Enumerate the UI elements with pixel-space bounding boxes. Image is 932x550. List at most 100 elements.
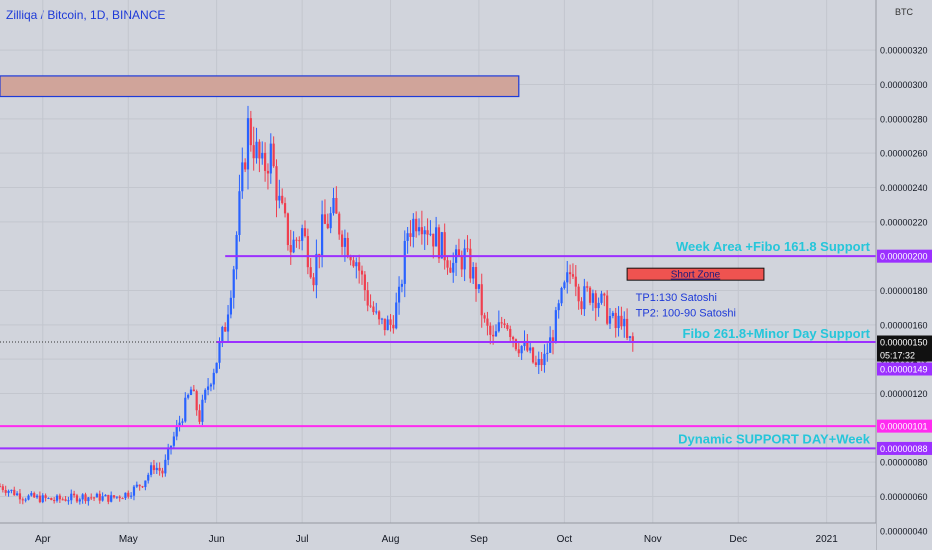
candle	[628, 335, 632, 342]
candle	[138, 484, 141, 491]
candle-body	[30, 493, 33, 496]
candle	[232, 265, 235, 309]
candle	[132, 484, 136, 501]
candle-body	[261, 152, 264, 159]
candle-body	[10, 489, 13, 491]
candle	[389, 314, 392, 332]
candle-body	[292, 239, 295, 253]
candle-body	[406, 233, 409, 241]
candle-body	[597, 302, 600, 309]
candle-body	[278, 195, 281, 201]
candle	[303, 220, 307, 238]
candle	[204, 388, 207, 403]
candle	[306, 228, 309, 275]
tp2: TP2: 100-90 Satoshi	[636, 307, 736, 319]
candle	[121, 497, 124, 500]
candle	[395, 292, 398, 330]
candle-body	[75, 495, 79, 502]
candle-body	[577, 286, 580, 302]
candle-body	[600, 293, 603, 303]
candle-body	[631, 336, 634, 342]
candle-body	[628, 336, 632, 338]
candle-body	[312, 277, 315, 286]
candle-body	[332, 197, 335, 214]
candle-body	[340, 234, 344, 247]
candle-body	[298, 240, 301, 242]
candle	[477, 284, 480, 294]
candle-body	[303, 228, 307, 237]
candle	[118, 495, 121, 502]
last-price-label: 0.00000150	[877, 335, 932, 349]
candle-body	[35, 495, 39, 498]
candle	[383, 318, 386, 336]
candle-body	[0, 486, 2, 488]
time-tick-label: Oct	[557, 534, 573, 545]
candle	[7, 489, 10, 497]
candle-body	[33, 493, 36, 498]
candle	[98, 490, 101, 504]
candle	[617, 306, 620, 337]
candle	[229, 290, 232, 319]
countdown-label: 05:17:32	[877, 348, 932, 362]
candle-body	[47, 497, 50, 499]
time-tick-label: Jul	[296, 534, 309, 545]
candle	[358, 254, 361, 284]
candle-body	[546, 352, 549, 354]
candle-body	[417, 227, 421, 232]
candle	[406, 226, 409, 254]
candle-body	[95, 493, 99, 498]
candle	[275, 159, 278, 218]
candle-body	[611, 312, 614, 317]
candle-body	[360, 270, 364, 275]
candle	[161, 467, 164, 478]
candle-body	[506, 325, 509, 329]
candle	[369, 294, 372, 308]
candle	[101, 492, 104, 502]
candle-body	[372, 306, 375, 313]
candle	[346, 232, 349, 259]
candle-body	[335, 197, 338, 214]
candle-body	[537, 358, 540, 365]
candle-body	[349, 256, 352, 261]
candle	[263, 142, 267, 182]
candle-body	[118, 496, 121, 499]
candle-body	[258, 141, 261, 159]
candle-body	[61, 499, 64, 501]
candle-body	[187, 394, 190, 398]
candle-body	[101, 496, 104, 501]
candle-body	[110, 495, 113, 502]
candle-body	[392, 324, 395, 329]
candle-body	[263, 152, 267, 171]
candle-body	[415, 218, 418, 232]
candle	[335, 186, 338, 214]
candle-body	[472, 267, 475, 279]
candle-body	[383, 318, 386, 331]
candle-body	[269, 143, 272, 174]
candle	[292, 231, 295, 254]
candle-body	[469, 248, 472, 279]
candle	[27, 494, 30, 501]
candle	[64, 496, 67, 502]
candle	[611, 310, 614, 319]
candle	[110, 491, 113, 503]
candle	[503, 318, 506, 329]
candle	[483, 312, 486, 323]
candle-body	[429, 233, 432, 235]
candle	[104, 494, 107, 497]
candle	[70, 489, 73, 505]
candle	[449, 260, 452, 274]
candle-body	[55, 495, 59, 501]
candle-body	[352, 260, 355, 267]
candle-body	[440, 232, 443, 259]
candle-body	[218, 342, 221, 363]
candle-body	[554, 310, 557, 343]
candle-body	[64, 499, 67, 501]
candle-body	[583, 286, 586, 310]
candle	[212, 368, 215, 390]
candle-body	[369, 305, 372, 307]
candle	[397, 276, 401, 315]
candle	[494, 324, 498, 337]
candle-body	[520, 346, 523, 354]
candle	[457, 238, 461, 256]
